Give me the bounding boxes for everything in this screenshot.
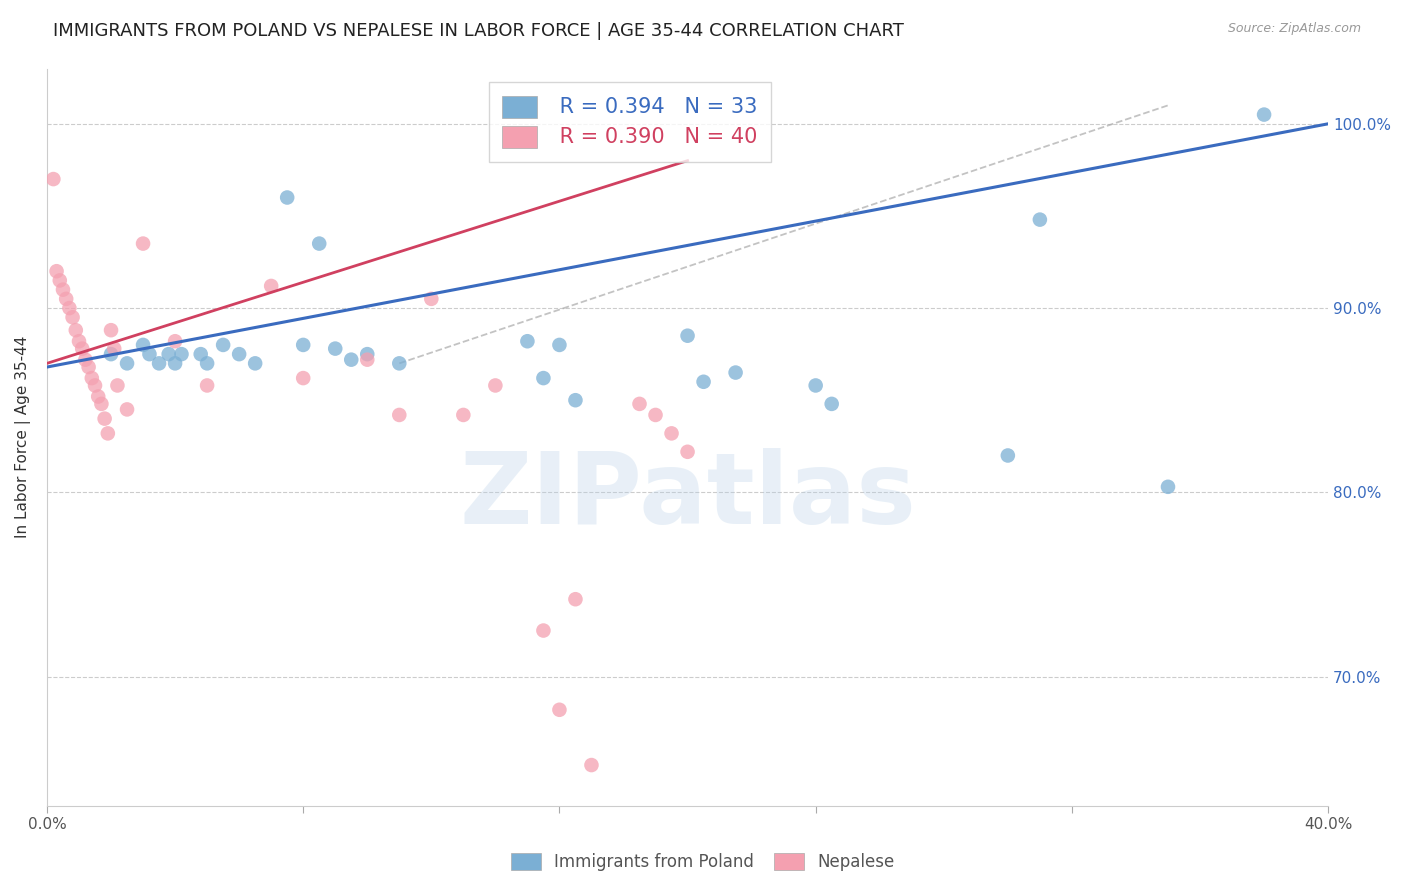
- Point: [87, 390, 110, 404]
- Point: [65, 323, 87, 337]
- Point: [212, 338, 235, 352]
- Point: [55, 292, 77, 306]
- Point: [138, 347, 160, 361]
- Point: [692, 375, 714, 389]
- Point: [70, 342, 93, 356]
- Point: [67, 334, 90, 349]
- Point: [388, 408, 411, 422]
- Point: [260, 279, 283, 293]
- Point: [45, 264, 67, 278]
- Point: [548, 703, 571, 717]
- Point: [165, 334, 187, 349]
- Point: [581, 758, 603, 772]
- Point: [356, 347, 378, 361]
- Point: [420, 292, 443, 306]
- Point: [97, 426, 120, 441]
- Point: [228, 347, 250, 361]
- Point: [42, 172, 65, 186]
- Text: IMMIGRANTS FROM POLAND VS NEPALESE IN LABOR FORCE | AGE 35-44 CORRELATION CHART: IMMIGRANTS FROM POLAND VS NEPALESE IN LA…: [53, 22, 904, 40]
- Point: [308, 236, 330, 251]
- Point: [115, 356, 138, 370]
- Point: [484, 378, 506, 392]
- Point: [132, 338, 155, 352]
- Point: [103, 342, 125, 356]
- Point: [292, 338, 315, 352]
- Point: [1029, 212, 1052, 227]
- Legend: Immigrants from Poland, Nepalese: Immigrants from Poland, Nepalese: [503, 845, 903, 880]
- Point: [93, 411, 115, 425]
- Point: [195, 356, 218, 370]
- Point: [661, 426, 683, 441]
- Point: [100, 323, 122, 337]
- Point: [75, 352, 97, 367]
- Point: [628, 397, 651, 411]
- Text: Source: ZipAtlas.com: Source: ZipAtlas.com: [1227, 22, 1361, 36]
- Point: [548, 338, 571, 352]
- Point: [49, 273, 72, 287]
- Point: [804, 378, 827, 392]
- Point: [243, 356, 266, 370]
- Point: [170, 347, 193, 361]
- Point: [77, 359, 100, 374]
- Point: [821, 397, 844, 411]
- Point: [340, 352, 363, 367]
- Point: [724, 366, 747, 380]
- Point: [564, 592, 586, 607]
- Legend:  R = 0.394   N = 33,  R = 0.390   N = 40: R = 0.394 N = 33, R = 0.390 N = 40: [489, 82, 770, 161]
- Point: [115, 402, 138, 417]
- Point: [62, 310, 84, 325]
- Point: [516, 334, 538, 349]
- Point: [356, 352, 378, 367]
- Point: [1253, 107, 1275, 121]
- Point: [533, 624, 555, 638]
- Point: [997, 449, 1019, 463]
- Point: [52, 283, 75, 297]
- Point: [107, 378, 129, 392]
- Point: [644, 408, 666, 422]
- Point: [1157, 480, 1180, 494]
- Point: [323, 342, 346, 356]
- Point: [292, 371, 315, 385]
- Point: [453, 408, 475, 422]
- Point: [80, 371, 103, 385]
- Point: [132, 236, 155, 251]
- Point: [276, 190, 298, 204]
- Point: [100, 347, 122, 361]
- Y-axis label: In Labor Force | Age 35-44: In Labor Force | Age 35-44: [15, 336, 31, 538]
- Point: [564, 393, 586, 408]
- Point: [388, 356, 411, 370]
- Point: [533, 371, 555, 385]
- Point: [676, 445, 699, 459]
- Text: ZIPatlas: ZIPatlas: [460, 448, 915, 544]
- Point: [90, 397, 112, 411]
- Point: [157, 347, 180, 361]
- Point: [190, 347, 212, 361]
- Point: [165, 356, 187, 370]
- Point: [84, 378, 107, 392]
- Point: [676, 328, 699, 343]
- Point: [148, 356, 170, 370]
- Point: [58, 301, 80, 315]
- Point: [195, 378, 218, 392]
